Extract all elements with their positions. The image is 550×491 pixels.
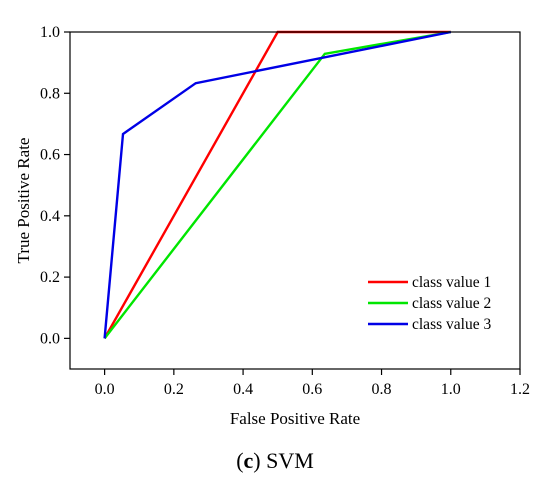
- series-line-1: [103, 30, 451, 339]
- x-tick-label: 0.2: [164, 381, 184, 398]
- x-tick-label: 0.8: [372, 381, 392, 398]
- plot-frame: [69, 31, 521, 370]
- x-tick-label: 0.0: [95, 381, 115, 398]
- figure-caption: (c) SVM: [236, 448, 314, 473]
- caption-text: SVM: [266, 448, 314, 473]
- series-line-2: [103, 30, 452, 340]
- x-tick-label: 0.4: [233, 381, 253, 398]
- plot-lines: [103, 30, 452, 340]
- y-tick-label: 1.0: [40, 24, 60, 41]
- legend-label: class value 1: [412, 274, 491, 291]
- y-tick-label: 0.2: [40, 269, 60, 286]
- series-line-3: [103, 30, 452, 339]
- x-tick-label: 1.2: [510, 381, 530, 398]
- x-tick-label: 1.0: [441, 381, 461, 398]
- axis-ticks: 0.0 0.2 0.4 0.6 0.8 1.0 1.2 0.0 0.2 0.4 0.6 0.8 1.0: [40, 24, 530, 398]
- y-tick-label: 0.4: [40, 208, 60, 225]
- legend-label: class value 3: [412, 316, 491, 333]
- legend-label: class value 2: [412, 295, 491, 312]
- caption-letter: c: [243, 448, 254, 473]
- y-tick-label: 0.0: [40, 330, 60, 347]
- x-tick-label: 0.6: [302, 381, 322, 398]
- y-tick-label: 0.8: [40, 85, 60, 102]
- x-axis-title: False Positive Rate: [230, 409, 360, 428]
- y-axis-title: True Positive Rate: [14, 138, 33, 264]
- legend: class value 1 class value 2 class value 3: [368, 274, 491, 333]
- roc-chart: 0.0 0.2 0.4 0.6 0.8 1.0 1.20.00.20.40.60.81.0 …: [14, 24, 530, 428]
- y-tick-label: 0.6: [40, 147, 60, 164]
